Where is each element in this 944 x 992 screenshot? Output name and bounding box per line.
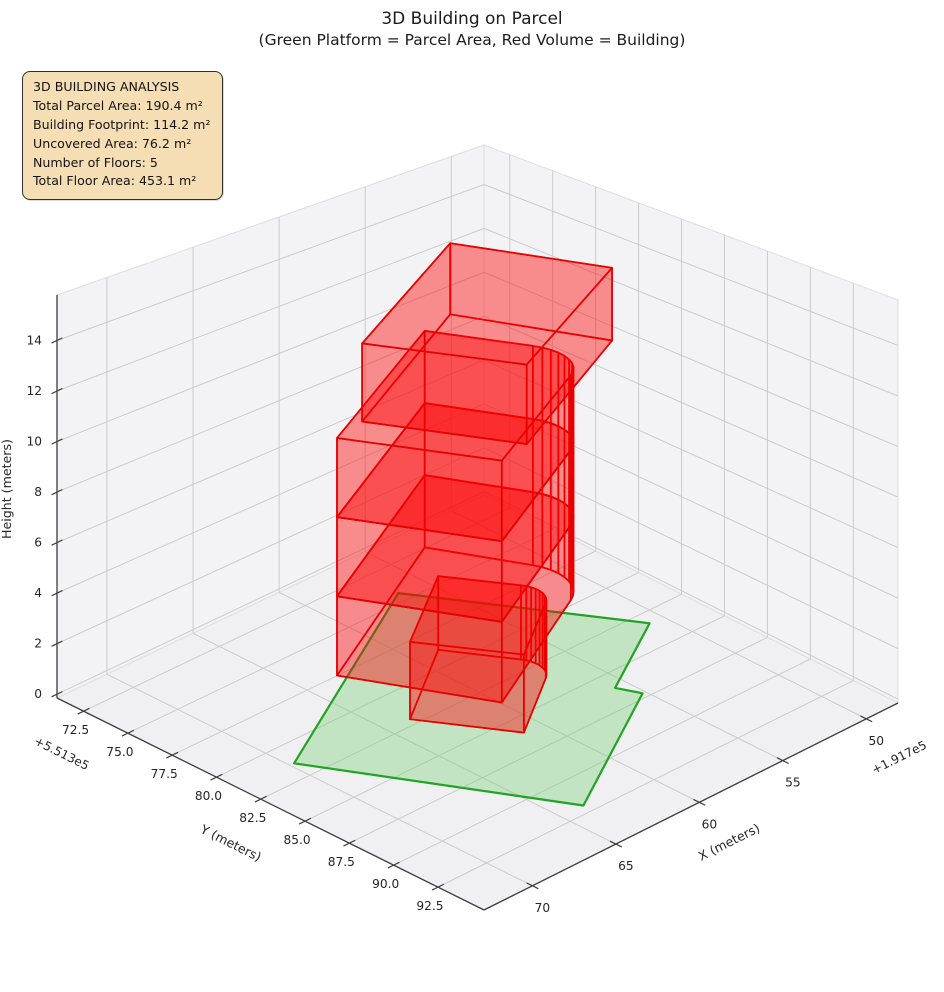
- analysis-line-parcel-area: Total Parcel Area: 190.4 m²: [33, 97, 203, 113]
- axes-panes: [55, 144, 900, 911]
- y-tick-label: 75.0: [106, 745, 133, 759]
- y-tick-label: 77.5: [151, 767, 178, 781]
- parcel-platform: [293, 591, 651, 807]
- x-tick-label: 70: [535, 901, 551, 915]
- x-tick-label: 60: [702, 817, 718, 831]
- y-axis-title: Y (meters): [197, 821, 264, 864]
- x-tick-label: 55: [785, 776, 801, 790]
- z-tick-label: 10: [26, 435, 42, 449]
- y-tick-label: 87.5: [328, 855, 355, 869]
- z-tick-label: 14: [26, 333, 42, 347]
- y-tick-label: 82.5: [239, 811, 266, 825]
- z-tick-label: 12: [26, 384, 42, 398]
- x-tick-label: 50: [869, 734, 885, 748]
- y-tick-label: 80.0: [195, 789, 222, 803]
- tick-labels: 72.5 75.0 77.5 80.0 82.5 85.0 87.5 90.0 92.5 50 55…: [26, 333, 884, 914]
- chart-title-line2: (Green Platform = Parcel Area, Red Volum…: [258, 31, 686, 50]
- analysis-line-floors: Number of Floors: 5: [33, 154, 158, 170]
- z-tick-label: 8: [34, 485, 42, 499]
- z-tick-label: 2: [34, 637, 42, 651]
- chart-title-line1: 3D Building on Parcel: [381, 9, 563, 29]
- analysis-line-footprint: Building Footprint: 114.2 m²: [33, 116, 211, 132]
- y-tick-label: 72.5: [62, 723, 89, 737]
- z-tick-label: 6: [34, 536, 42, 550]
- analysis-line-floor-area: Total Floor Area: 453.1 m²: [33, 173, 197, 189]
- y-tick-label: 85.0: [283, 833, 310, 847]
- z-tick-label: 4: [34, 586, 42, 600]
- building-volume: [336, 242, 613, 734]
- analysis-line-uncovered: Uncovered Area: 76.2 m²: [33, 135, 192, 151]
- z-tick-label: 0: [34, 687, 42, 701]
- chart-title: 3D Building on Parcel (Green Platform = …: [0, 8, 944, 52]
- y-axis-offset-label: +5.513e5: [32, 734, 91, 773]
- y-tick-label: 90.0: [372, 877, 399, 891]
- x-tick-label: 65: [618, 859, 634, 873]
- analysis-box: 3D BUILDING ANALYSIS Total Parcel Area: …: [22, 71, 224, 201]
- analysis-box-title: 3D BUILDING ANALYSIS: [33, 79, 180, 94]
- y-tick-label: 92.5: [416, 899, 443, 913]
- tick-marks: [51, 337, 873, 891]
- z-axis-title: Height (meters): [0, 439, 14, 539]
